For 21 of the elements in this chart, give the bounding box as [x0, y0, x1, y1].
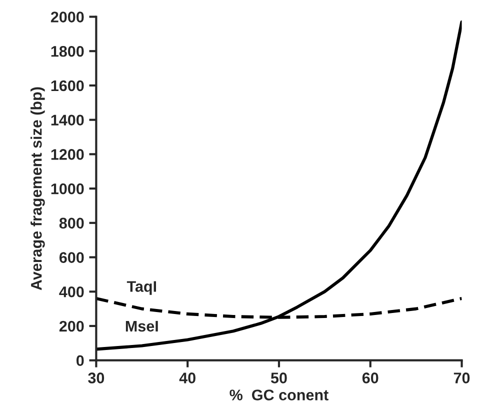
- x-tick-label: 30: [88, 372, 104, 384]
- y-tick-label: 2000: [50, 12, 84, 22]
- y-tick-label: 800: [59, 218, 84, 229]
- y-axis-title: Average fragement size (bp): [30, 87, 45, 290]
- x-tick-label: 60: [362, 372, 378, 384]
- y-tick-label: 1000: [51, 183, 84, 194]
- y-tick-label: 200: [59, 320, 84, 332]
- line-series: [96, 20, 462, 351]
- y-tick-label: 600: [59, 252, 84, 263]
- series-label: TaqI: [126, 281, 156, 295]
- x-tick-label: 40: [179, 372, 196, 384]
- y-tick-label: 1200: [51, 149, 84, 160]
- x-axis-title: % GC conent: [230, 390, 328, 400]
- y-tick-label: 1600: [51, 80, 84, 92]
- x-tick-label: 70: [454, 372, 470, 384]
- y-tick-label: 400: [59, 286, 84, 298]
- y-tick-label: 1400: [51, 114, 84, 126]
- y-tick-label: 1800: [51, 46, 84, 57]
- x-tick-label: 50: [270, 372, 287, 384]
- y-tick-label: 0: [76, 355, 84, 366]
- series-label: MseI: [126, 320, 158, 332]
